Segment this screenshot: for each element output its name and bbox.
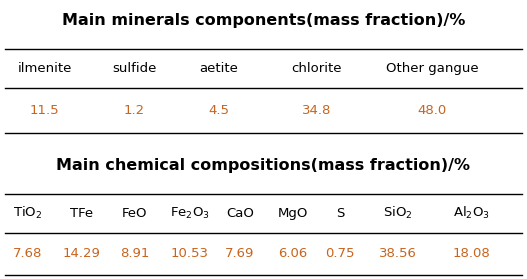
Text: 0.75: 0.75 [325,247,355,260]
Text: 4.5: 4.5 [208,104,229,117]
Text: 7.68: 7.68 [13,247,42,260]
Text: 10.53: 10.53 [171,247,209,260]
Text: chlorite: chlorite [291,62,341,75]
Text: S: S [336,207,344,220]
Text: sulfide: sulfide [112,62,157,75]
Text: 18.08: 18.08 [453,247,491,260]
Text: 48.0: 48.0 [417,104,447,117]
Text: ilmenite: ilmenite [17,62,72,75]
Text: Al$_2$O$_3$: Al$_2$O$_3$ [453,205,490,222]
Text: TFe: TFe [70,207,93,220]
Text: 34.8: 34.8 [301,104,331,117]
Text: TiO$_2$: TiO$_2$ [13,205,42,222]
Text: Fe$_2$O$_3$: Fe$_2$O$_3$ [170,206,210,221]
Text: 38.56: 38.56 [379,247,417,260]
Text: 11.5: 11.5 [30,104,60,117]
Text: SiO$_2$: SiO$_2$ [383,205,413,222]
Text: FeO: FeO [122,207,147,220]
Text: 7.69: 7.69 [225,247,255,260]
Text: Other gangue: Other gangue [386,62,479,75]
Text: 6.06: 6.06 [278,247,307,260]
Text: aetite: aetite [199,62,238,75]
Text: 1.2: 1.2 [124,104,145,117]
Text: MgO: MgO [277,207,308,220]
Text: 8.91: 8.91 [120,247,149,260]
Text: Main minerals components(mass fraction)/%: Main minerals components(mass fraction)/… [62,13,465,28]
Text: 14.29: 14.29 [63,247,101,260]
Text: Main chemical compositions(mass fraction)/%: Main chemical compositions(mass fraction… [56,158,471,173]
Text: CaO: CaO [226,207,253,220]
